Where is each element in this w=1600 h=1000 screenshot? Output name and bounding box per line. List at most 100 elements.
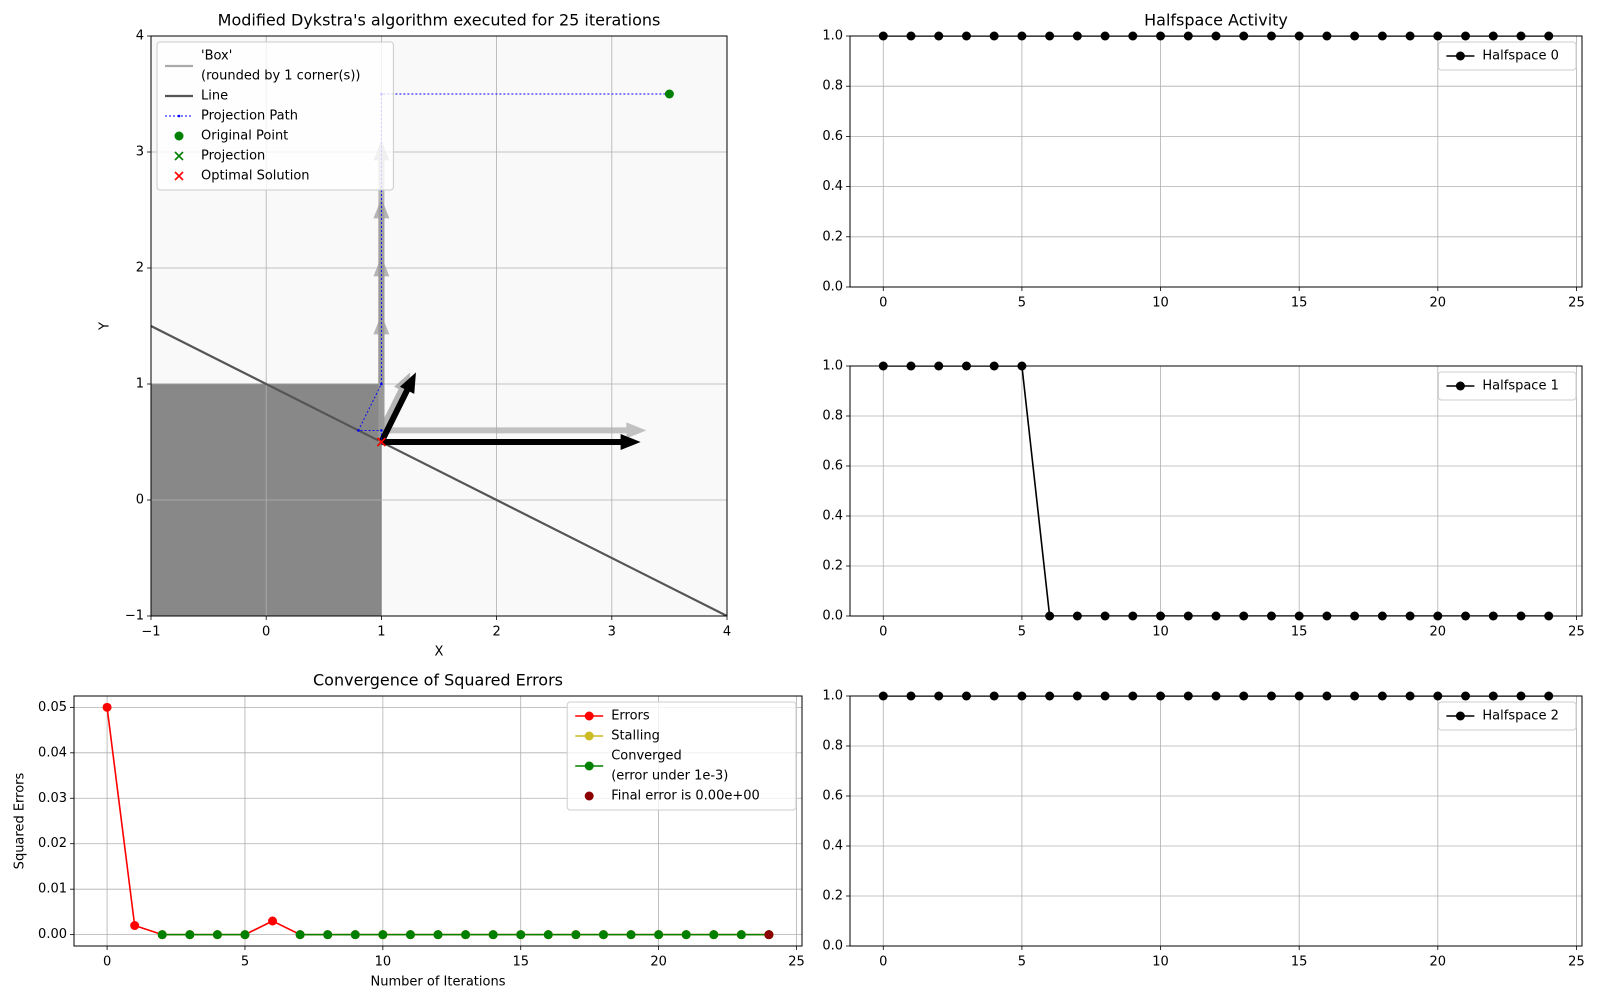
- marker: [1455, 711, 1465, 721]
- marker: [433, 930, 443, 940]
- marker: [240, 930, 250, 940]
- marker: [405, 930, 415, 940]
- legend: Halfspace 0: [1437, 41, 1577, 71]
- y-tick-label: 1: [136, 377, 144, 392]
- x-tick-label: 10: [1152, 296, 1169, 311]
- plot-area: [850, 696, 1582, 946]
- x-tick-label: 1: [377, 625, 385, 640]
- x-tick-label: 10: [1152, 625, 1169, 640]
- marker-x: [376, 437, 386, 447]
- y-tick-label: 0.8: [822, 79, 843, 94]
- y-tick-label: 0.6: [822, 459, 843, 474]
- y-tick-label: 0.0: [822, 939, 843, 954]
- x-tick-label: 20: [1430, 955, 1447, 970]
- x-tick-label: 20: [1430, 625, 1447, 640]
- legend: Errors Stalling Converged (error under 1e-3…: [566, 701, 797, 811]
- axes-frame: [849, 365, 1583, 617]
- legend-box: [1437, 371, 1577, 401]
- y-tick-label: 0.0: [822, 609, 843, 624]
- axes: 0 5 10 15 20 25 0.0 0.2 0.4 0.6 0.8 1.0 Halfspace 1: [822, 359, 1584, 640]
- marker: [571, 930, 581, 940]
- axes: −1 0 1 2 3 4 −1 0 1 2 3 4 Modified Dykstra's algorit…: [98, 11, 732, 660]
- legend: Halfspace 1: [1437, 371, 1577, 401]
- y-tick-label: 0.00: [38, 927, 67, 942]
- x-tick-label: −1: [141, 625, 160, 640]
- plot-area: [850, 36, 1582, 287]
- x-tick-label: 25: [1568, 625, 1585, 640]
- marker: [626, 930, 636, 940]
- legend-label: Halfspace 1: [1482, 379, 1558, 394]
- x-tick-label: 5: [241, 955, 249, 970]
- legend-box: [566, 701, 797, 811]
- y-tick-label: 1.0: [822, 359, 843, 374]
- axes: 0 5 10 15 20 25 0.0 0.2 0.4 0.6 0.8 1.0 Halfspace 2: [822, 689, 1584, 970]
- x-tick-label: 25: [1568, 296, 1585, 311]
- y-tick-label: 0.2: [822, 889, 843, 904]
- y-tick-label: 1.0: [822, 689, 843, 704]
- legend-label: Converged: [611, 749, 682, 764]
- y-tick-label: −1: [125, 609, 144, 624]
- x-tick-label: 20: [1430, 296, 1447, 311]
- marker: [461, 930, 471, 940]
- marker: [584, 761, 594, 771]
- x-tick-label: 10: [1152, 955, 1169, 970]
- y-tick-label: 0.4: [822, 179, 843, 194]
- y-tick-label: 2: [136, 261, 144, 276]
- legend-box: [156, 41, 394, 191]
- x-tick-label: 15: [1291, 296, 1308, 311]
- marker: [584, 791, 594, 801]
- legend-label: Halfspace 2: [1482, 709, 1558, 724]
- x-axis-label: X: [435, 645, 444, 660]
- y-tick-label: 3: [136, 145, 144, 160]
- marker: [516, 930, 526, 940]
- marker: [488, 930, 498, 940]
- marker: [212, 930, 222, 940]
- y-tick-label: 0.4: [822, 839, 843, 854]
- x-tick-label: 5: [1018, 955, 1026, 970]
- marker: [543, 930, 553, 940]
- path-vertex: [380, 429, 383, 432]
- legend-label: Line: [201, 89, 228, 104]
- marker: [378, 930, 388, 940]
- marker: [598, 930, 608, 940]
- axes-frame: [849, 695, 1583, 947]
- x-tick-label: 5: [1018, 625, 1026, 640]
- y-tick-label: 1.0: [822, 29, 843, 44]
- legend-label: (rounded by 1 corner(s)): [201, 69, 360, 84]
- marker: [584, 731, 594, 741]
- y-tick-label: 0.01: [38, 882, 67, 897]
- chart-title: Modified Dykstra's algorithm executed fo…: [218, 11, 661, 30]
- legend-label: 'Box': [201, 49, 232, 64]
- legend-label: Projection Path: [201, 109, 298, 124]
- marker: [584, 711, 594, 721]
- y-tick-label: 0.04: [38, 745, 67, 760]
- marker: [185, 930, 195, 940]
- path-vertex: [380, 382, 383, 386]
- y-tick-label: 0.0: [822, 280, 843, 295]
- legend: 'Box' (rounded by 1 corner(s)) Line Project…: [156, 41, 394, 191]
- x-tick-label: 0: [879, 296, 887, 311]
- projection-path: [357, 93, 670, 442]
- x-tick-label: 10: [375, 955, 392, 970]
- marker: [709, 930, 719, 940]
- path-vertex: [357, 429, 360, 432]
- x-tick-label: 20: [650, 955, 667, 970]
- x-axis-label: Number of Iterations: [371, 975, 506, 990]
- legend-label: Final error is 0.00e+00: [611, 789, 760, 804]
- arrow: [378, 372, 416, 444]
- marker: [102, 702, 112, 712]
- legend-label: Projection: [201, 149, 265, 164]
- marker: [174, 131, 184, 141]
- arrow: [381, 434, 641, 450]
- marker: [664, 89, 674, 99]
- x-tick-label: 15: [1291, 955, 1308, 970]
- y-tick-label: 0.8: [822, 409, 843, 424]
- axes: 0 5 10 15 20 25 0.0 0.2 0.4 0.6 0.8 1.0 Halfspace Ac…: [822, 11, 1584, 311]
- chart-title: Halfspace Activity: [1144, 11, 1288, 30]
- marker: [130, 921, 140, 931]
- legend-label: Original Point: [201, 129, 288, 144]
- y-tick-label: 0.6: [822, 789, 843, 804]
- plot-area: [850, 366, 1582, 616]
- axes-frame: [73, 695, 803, 947]
